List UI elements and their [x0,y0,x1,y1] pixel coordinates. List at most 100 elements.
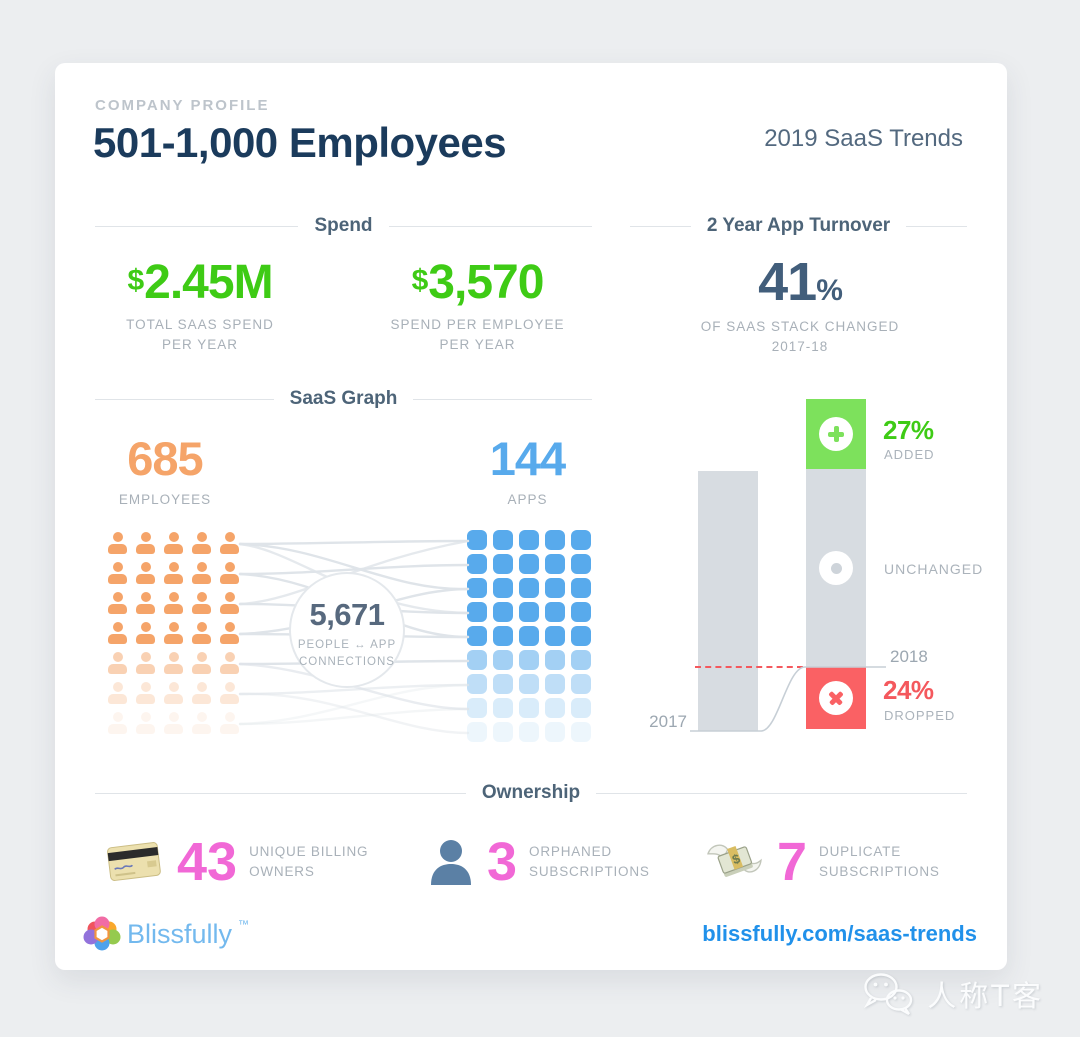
company-profile-eyebrow: COMPANY PROFILE [95,97,270,114]
app-icon [571,698,591,718]
report-title: 2019 SaaS Trends [764,125,963,152]
employee-icon [219,592,240,614]
app-icon [467,626,487,646]
employee-icon [219,712,240,734]
app-icon [519,722,539,742]
dropped-percent: 24% [883,675,934,705]
apps-stat: 144 APPS [455,435,600,510]
spend-per-employee-value: $3,570 [411,256,545,309]
saas-graph-section-header: SaaS Graph [95,388,592,410]
employee-icon [191,562,212,584]
wechat-icon [864,973,913,1016]
app-icon [571,650,591,670]
divider-line [95,225,299,227]
apps-value: 144 [489,432,566,485]
app-icon [545,578,565,598]
turnover-stat: 41% OF SAAS STACK CHANGED 2017-18 [655,255,945,358]
money-with-wings-icon: $ [707,844,762,877]
employee-icon [191,622,212,644]
saas-trends-link[interactable]: blissfully.com/saas-trends [702,921,977,946]
segment-unchanged [806,469,866,667]
unique-billing-owners-value: 43 [177,832,238,892]
connections-graph [238,539,470,735]
employees-label: EMPLOYEES [118,492,212,507]
divider-line [413,398,592,400]
app-icon [467,554,487,574]
app-icon [519,674,539,694]
employee-icon [107,682,128,704]
employee-icon [191,592,212,614]
page-title: 501-1,000 Employees [93,119,507,166]
ownership-section-header: Ownership [95,782,967,804]
dropped-label: DROPPED [884,708,956,723]
unique-billing-owners-stat: 43 UNIQUE BILLING OWNERS [103,828,368,896]
app-icon [467,578,487,598]
app-icon [545,698,565,718]
divider-line [906,225,968,227]
connections-circle [289,572,405,688]
ownership-section-title: Ownership [481,782,581,803]
app-icon [467,650,487,670]
year-2018-label: 2018 [890,647,928,666]
app-icon [519,554,539,574]
app-icon [519,650,539,670]
employee-icon [219,532,240,554]
added-percent: 27% [883,415,934,445]
employee-icon [163,562,184,584]
duplicate-subscriptions-label: DUPLICATE SUBSCRIPTIONS [819,843,940,879]
app-icon [519,578,539,598]
unchanged-label: UNCHANGED [884,561,984,577]
divider-line [95,792,466,794]
added-label: ADDED [884,447,935,462]
duplicate-subscriptions-value: 7 [777,832,808,892]
employee-icon [107,622,128,644]
apps-pictogram [467,530,591,746]
watermark-text: 人称T客 [927,979,1044,1013]
spend-per-employee-stat: $3,570 SPEND PER EMPLOYEE PER YEAR [385,259,570,356]
app-icon [493,722,513,742]
unique-billing-owners-label: UNIQUE BILLING OWNERS [249,843,369,879]
unchanged-badge [819,551,853,585]
app-icon [545,650,565,670]
app-icon [467,674,487,694]
employee-icon [219,562,240,584]
app-icon [493,650,513,670]
app-icon [545,602,565,622]
connections-label: PEOPLE ↔ APP CONNECTIONS [297,639,397,668]
employee-icon [107,532,128,554]
credit-card-icon [107,842,161,881]
employee-icon [163,532,184,554]
turnover-section-title: 2 Year App Turnover [706,215,891,236]
employee-icon [135,562,156,584]
dropped-level-dashed-line [695,666,803,668]
added-badge [819,417,853,451]
orphaned-subscriptions-value: 3 [487,832,518,892]
employee-icon [135,622,156,644]
employee-icon [135,682,156,704]
employee-icon [219,622,240,644]
employee-icon [163,592,184,614]
saas-graph-section-title: SaaS Graph [289,388,398,409]
trademark-symbol: ™ [238,919,250,931]
employees-value: 685 [127,432,203,485]
spend-section-header: Spend [95,215,592,237]
app-icon [571,722,591,742]
total-saas-spend-stat: $2.45M TOTAL SAAS SPEND PER YEAR [110,259,290,356]
app-icon [545,722,565,742]
app-icon [571,554,591,574]
app-icon [493,530,513,550]
employee-icon [107,712,128,734]
app-icon [545,626,565,646]
employee-icon [135,712,156,734]
segment-dropped [806,667,866,729]
person-icon [431,840,471,885]
divider-line [630,225,691,227]
employee-icon [163,652,184,674]
app-icon [545,674,565,694]
turnover-value: 41% [758,252,843,312]
bar-2017 [698,471,758,731]
divider-line [95,398,274,400]
orphaned-subscriptions-stat: 3 ORPHANED SUBSCRIPTIONS [427,828,650,896]
connections-stat: 5,671 PEOPLE ↔ APP CONNECTIONS [287,597,407,670]
baseline-curve [690,666,886,732]
